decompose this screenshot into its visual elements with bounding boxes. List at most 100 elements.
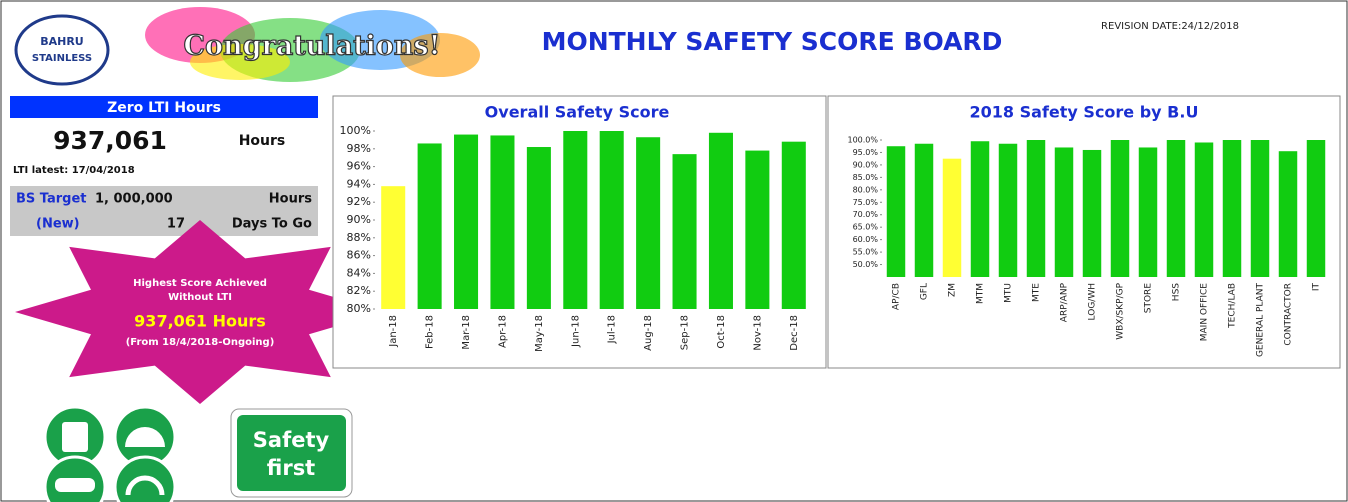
target-new: (New) — [36, 217, 80, 232]
x-tick-label: IT — [1312, 283, 1322, 292]
bar — [1250, 140, 1270, 277]
bar — [745, 150, 770, 309]
y-tick-label: 92% — [347, 195, 371, 208]
bar — [781, 141, 806, 309]
bar — [1194, 142, 1214, 277]
logo-text: STAINLESS — [32, 53, 92, 64]
star-text: Without LTI — [168, 292, 232, 303]
x-tick-label: Jan-18 — [388, 315, 399, 348]
x-tick-label: HSS — [1172, 283, 1182, 301]
star-text: Highest Score Achieved — [133, 278, 267, 289]
x-tick-label: GFL — [920, 283, 930, 300]
x-tick-label: Apr-18 — [497, 315, 508, 348]
bar — [1054, 147, 1074, 277]
x-tick-label: STORE — [1144, 283, 1154, 314]
y-tick-label: 100% — [340, 124, 371, 137]
bar — [942, 158, 962, 277]
bar — [1278, 151, 1298, 277]
y-tick-label: 84% — [347, 266, 371, 279]
lti-heading: Zero LTI Hours — [107, 100, 221, 116]
x-tick-label: GENERAL PLANT — [1256, 283, 1266, 358]
bar — [1166, 140, 1186, 277]
icon-shape — [55, 478, 95, 492]
x-tick-label: MTM — [976, 283, 986, 304]
y-tick-label: 50.0% — [853, 260, 879, 269]
y-tick-label: 100.0% — [847, 136, 878, 145]
y-tick-label: 90% — [347, 213, 371, 226]
x-tick-label: MAIN OFFICE — [1200, 283, 1210, 342]
x-tick-label: Oct-18 — [716, 315, 727, 349]
banner-text: Congratulations! — [183, 31, 440, 62]
bar — [1110, 140, 1130, 277]
y-tick-label: 65.0% — [853, 223, 879, 232]
days-label: Days To Go — [232, 217, 312, 232]
bar — [599, 131, 624, 309]
x-tick-label: Jun-18 — [570, 315, 581, 348]
bar — [563, 131, 588, 309]
x-tick-label: Jul-18 — [607, 315, 618, 344]
bar — [708, 132, 733, 309]
y-tick-label: 90.0% — [853, 160, 879, 169]
x-tick-label: ZM — [948, 283, 958, 297]
x-tick-label: Aug-18 — [643, 315, 654, 351]
x-tick-label: ARP/ANP — [1060, 282, 1070, 322]
x-tick-label: Mar-18 — [461, 315, 472, 350]
x-tick-label: WBX/SKP/GP — [1116, 282, 1126, 339]
bar — [1026, 140, 1046, 277]
days-count: 17 — [167, 217, 185, 232]
x-tick-label: MTE — [1032, 283, 1042, 302]
x-tick-label: MTU — [1004, 283, 1014, 303]
logo-text: BAHRU — [40, 35, 84, 48]
y-tick-label: 94% — [347, 177, 371, 190]
safety-sign: Safety first — [230, 408, 353, 498]
star-text: (From 18/4/2018-Ongoing) — [126, 337, 275, 348]
y-tick-label: 60.0% — [853, 235, 879, 244]
revision-date: REVISION DATE:24/12/2018 — [1101, 21, 1239, 32]
bar — [1222, 140, 1242, 277]
bar — [998, 143, 1018, 277]
bar — [636, 137, 661, 309]
bar — [914, 143, 934, 277]
y-tick-label: 95.0% — [853, 148, 879, 157]
y-tick-label: 70.0% — [853, 210, 879, 219]
y-tick-label: 55.0% — [853, 248, 879, 257]
page-title: MONTHLY SAFETY SCORE BOARD — [542, 27, 1003, 56]
bar — [381, 186, 406, 309]
x-tick-label: Feb-18 — [425, 315, 436, 349]
target-unit: Hours — [269, 192, 312, 207]
x-tick-label: TECH/LAB — [1228, 283, 1238, 329]
star-badge: Highest Score Achieved Without LTI 937,0… — [15, 220, 385, 404]
lti-heading-bar — [10, 96, 318, 118]
x-tick-label: Dec-18 — [789, 315, 800, 351]
star-shape — [15, 220, 385, 404]
splash — [190, 44, 290, 80]
y-tick-label: 88% — [347, 231, 371, 244]
banner: Congratulations! — [145, 7, 480, 82]
lti-panel: Zero LTI Hours 937,061 Hours LTI latest:… — [10, 96, 318, 236]
bar — [526, 147, 551, 309]
sign-panel — [237, 415, 346, 491]
y-tick-label: 86% — [347, 249, 371, 262]
bar — [490, 135, 515, 309]
logo-ring — [14, 14, 110, 86]
bar — [672, 154, 697, 309]
sign-text: first — [267, 456, 315, 480]
lti-hours-unit: Hours — [239, 133, 286, 149]
sign-text: Safety — [253, 428, 330, 452]
y-tick-label: 96% — [347, 160, 371, 173]
y-tick-label: 75.0% — [853, 198, 879, 207]
bar — [417, 143, 442, 309]
bar — [1082, 149, 1102, 277]
y-tick-label: 85.0% — [853, 173, 879, 182]
lti-hours: 937,061 — [53, 126, 167, 155]
bar — [1306, 140, 1326, 277]
splash — [400, 33, 480, 77]
ppe-icons — [43, 405, 177, 502]
y-tick-label: 80.0% — [853, 185, 879, 194]
x-tick-label: Nov-18 — [752, 315, 763, 351]
target-label: BS Target — [16, 192, 87, 207]
target-box — [10, 186, 318, 236]
target-value: 1, 000,000 — [95, 192, 173, 207]
